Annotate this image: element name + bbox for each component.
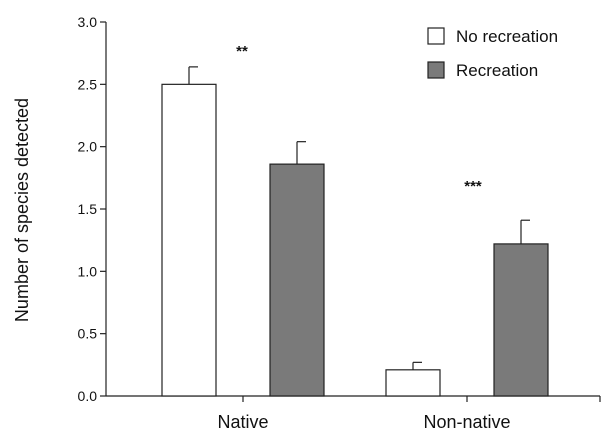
labels: Native Non-native***** xyxy=(217,43,510,432)
legend-label: Recreation xyxy=(456,61,538,80)
y-tick-label: 2.0 xyxy=(78,139,98,155)
bars xyxy=(161,66,549,397)
y-tick-label: 1.5 xyxy=(78,201,98,217)
bar-recreation-non-native xyxy=(493,243,549,397)
y-tick-label: 0.5 xyxy=(78,326,98,342)
bar-no-recreation-native xyxy=(161,83,217,397)
legend-label: No recreation xyxy=(456,27,558,46)
y-tick-label: 2.5 xyxy=(78,76,98,92)
y-tick-label: 1.0 xyxy=(78,263,98,279)
x-category-label: Non-native xyxy=(423,412,510,432)
y-axis-label: Number of species detected xyxy=(12,98,32,322)
significance-marker: ** xyxy=(236,43,248,60)
legend-swatch-recreation xyxy=(427,61,445,79)
y-tick-label: 0.0 xyxy=(78,388,98,404)
bar-no-recreation-non-native xyxy=(385,369,441,397)
legend: No recreation Recreation xyxy=(427,27,558,80)
y-tick-label: 3.0 xyxy=(78,14,98,30)
significance-marker: *** xyxy=(464,178,482,195)
legend-swatch-no-recreation xyxy=(427,27,445,45)
bar-recreation-native xyxy=(269,163,325,397)
x-category-label: Native xyxy=(217,412,268,432)
